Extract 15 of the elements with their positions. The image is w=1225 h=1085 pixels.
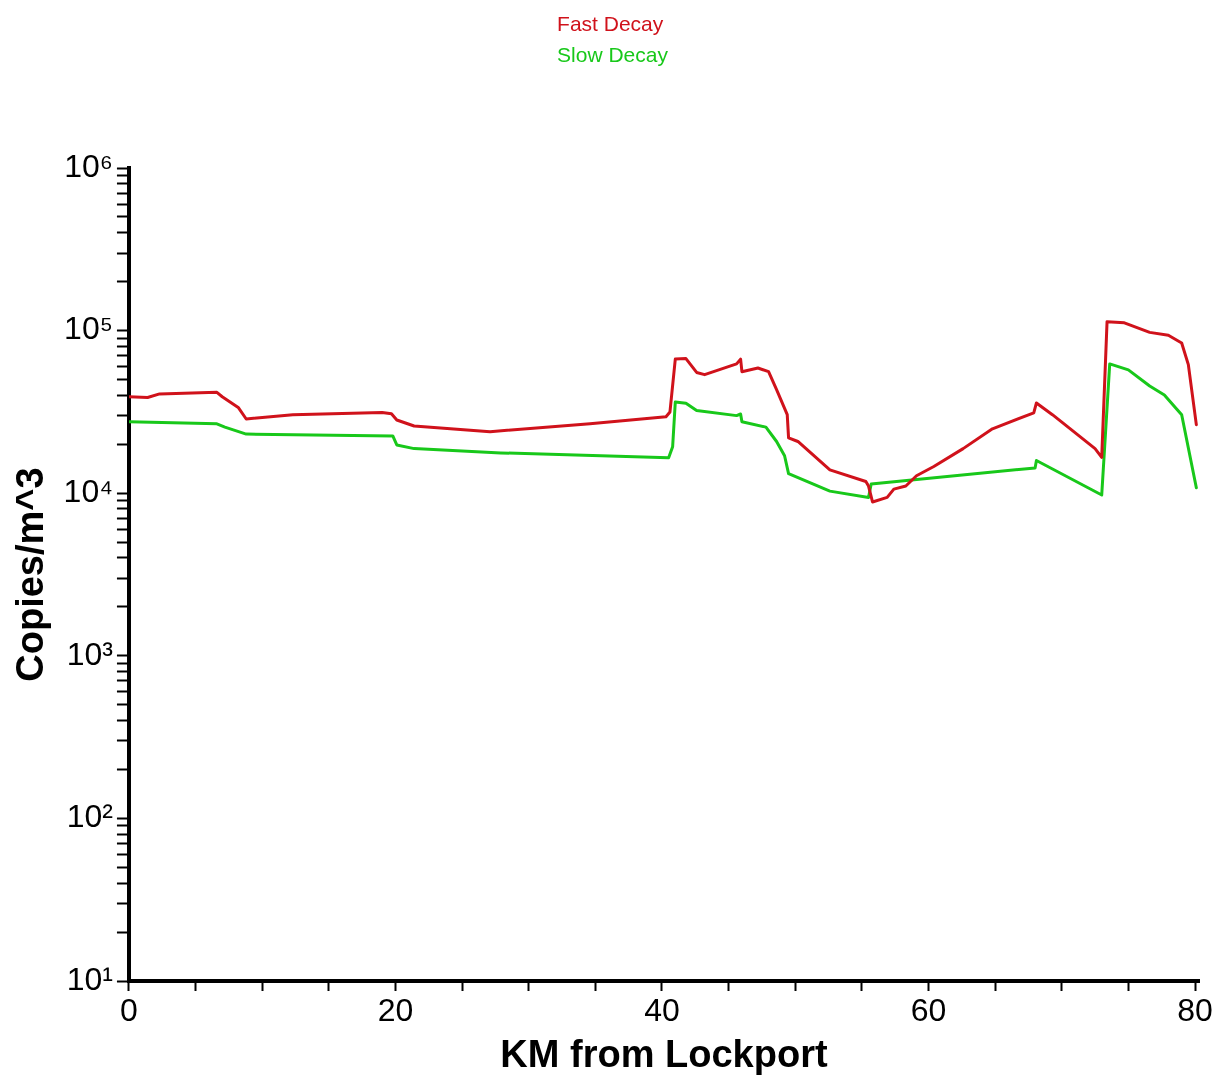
x-tick-label: 20 (377, 992, 414, 1029)
x-tick-label: 40 (644, 992, 680, 1029)
x-tick-label: 60 (910, 992, 947, 1029)
text: Slow Decay (557, 42, 668, 68)
y-tick-label: 10³ (66, 635, 114, 672)
y-tick-label: 10⁵ (64, 310, 113, 347)
text: Fast Decay (557, 11, 665, 37)
x-tick-label: 80 (1177, 992, 1213, 1029)
y-tick-label: 10² (66, 798, 114, 835)
y-tick-label: 10¹ (66, 960, 113, 997)
y-tick-label: 10⁶ (64, 147, 113, 184)
y-tick-label: 10⁴ (63, 473, 113, 510)
y-axis-title: Copies/m^3 (9, 467, 52, 682)
x-axis-title: KM from Lockport (500, 1032, 828, 1075)
x-tick-label: 0 (120, 992, 138, 1029)
